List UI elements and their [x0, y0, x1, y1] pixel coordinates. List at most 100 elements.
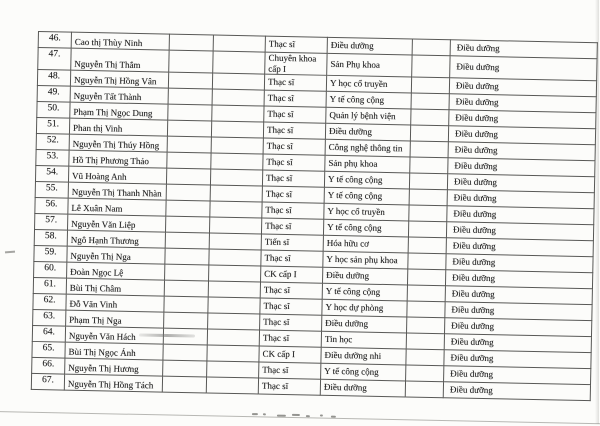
empty-cell — [212, 51, 266, 75]
row-number: 59. — [33, 245, 68, 263]
scanned-sheet: 46. Cao thị Thùy Ninh Thạc sĩ Điều dưỡng Điề… — [31, 31, 598, 401]
training-field: Y tế công cộng — [320, 363, 406, 381]
specialty: Điều dưỡng — [449, 55, 598, 81]
row-number: 46. — [38, 31, 72, 49]
empty-cell — [168, 72, 213, 90]
empty-cell — [211, 105, 265, 123]
degree: Thạc sĩ — [259, 330, 322, 348]
degree: Thạc sĩ — [262, 154, 326, 172]
training-field: Điều dưỡng — [320, 379, 406, 397]
degree: Thạc sĩ — [264, 74, 327, 92]
person-name: Lê Xuân Nam — [67, 198, 167, 217]
training-field: Điều dưỡng — [327, 37, 413, 56]
training-field: Điều dưỡng — [325, 123, 411, 141]
row-number: 48. — [37, 69, 71, 87]
degree: Thạc sĩ — [260, 250, 324, 268]
empty-cell — [167, 136, 212, 153]
empty-cell — [167, 120, 212, 138]
training-field: Y tế công cộng — [324, 171, 410, 189]
empty-cell — [207, 312, 260, 331]
empty-cell — [210, 184, 263, 203]
training-field: Y học cổ truyền — [323, 203, 410, 221]
person-name: Phạm Thị Nga — [65, 310, 164, 329]
degree: Thạc sĩ — [258, 377, 321, 396]
person-name: Bùi Thị Ngọc Ánh — [64, 342, 164, 361]
row-number: 65. — [31, 341, 66, 359]
degree: Thạc sĩ — [258, 362, 321, 380]
degree: Thạc sĩ — [262, 186, 325, 204]
empty-cell — [210, 152, 264, 171]
specialty: Điều dưỡng — [443, 381, 591, 401]
degree: CK cấp I — [260, 266, 323, 284]
empty-cell — [164, 248, 210, 265]
empty-cell — [164, 280, 209, 297]
empty-cell — [407, 284, 446, 302]
person-name: Vũ Hoàng Anh — [68, 166, 167, 185]
empty-cell — [405, 380, 444, 398]
row-number: 47. — [37, 47, 72, 71]
training-field: Điều dưỡng — [321, 315, 407, 333]
empty-cell — [212, 73, 265, 91]
personnel-table: 46. Cao thị Thùy Ninh Thạc sĩ Điều dưỡng Điề… — [31, 31, 598, 401]
person-name: Nguyễn Thị Thanh Nhàn — [68, 182, 167, 201]
degree: Thạc sĩ — [259, 314, 322, 332]
training-field: Y học sản phụ khoa — [322, 251, 409, 269]
empty-cell — [163, 296, 209, 313]
row-number: 56. — [34, 197, 69, 215]
row-number: 51. — [36, 117, 70, 135]
empty-cell — [405, 348, 445, 366]
row-number: 66. — [31, 357, 65, 375]
training-field: Y tế công cộng — [326, 91, 412, 110]
empty-cell — [410, 124, 449, 142]
row-number: 49. — [37, 85, 71, 103]
training-field: Y học cổ truyền — [326, 75, 412, 94]
row-number: 64. — [32, 325, 66, 343]
empty-cell — [168, 50, 214, 74]
empty-cell — [411, 77, 450, 94]
training-field: Y tế công cộng — [323, 219, 409, 237]
empty-cell — [206, 360, 259, 378]
person-name: Nguyễn Tất Thành — [70, 86, 169, 105]
scan-edge-shadow — [595, 0, 599, 424]
empty-cell — [206, 344, 260, 363]
empty-cell — [167, 104, 213, 122]
row-number: 67. — [31, 373, 65, 391]
empty-cell — [162, 376, 207, 393]
training-field: Y tế công cộng — [322, 283, 408, 301]
empty-cell — [211, 137, 264, 155]
empty-cell — [169, 34, 214, 52]
person-name: Ngô Hạnh Thương — [67, 230, 166, 249]
empty-cell — [209, 216, 262, 235]
training-field: Hóa hữu cơ — [323, 235, 409, 253]
empty-cell — [407, 268, 446, 286]
empty-cell — [406, 316, 445, 334]
empty-cell — [406, 300, 446, 318]
person-name: Đoàn Ngọc Lệ — [66, 262, 165, 281]
row-number: 54. — [35, 165, 69, 183]
training-field: Y học dự phòng — [321, 299, 408, 317]
empty-cell — [211, 121, 264, 139]
empty-cell — [412, 39, 451, 56]
row-number: 63. — [32, 309, 66, 327]
degree: Thạc sĩ — [265, 36, 328, 54]
empty-cell — [166, 152, 212, 169]
degree: Thạc sĩ — [261, 218, 324, 236]
empty-cell — [408, 204, 448, 222]
empty-cell — [411, 55, 451, 78]
empty-cell — [162, 360, 207, 377]
empty-cell — [408, 236, 447, 254]
row-number: 58. — [34, 229, 68, 247]
person-name: Nguyễn Thị Thúy Hồng — [69, 134, 168, 153]
row-number: 52. — [36, 133, 70, 151]
empty-cell — [410, 109, 450, 126]
empty-cell — [209, 200, 263, 219]
empty-cell — [207, 328, 260, 347]
empty-cell — [409, 188, 448, 206]
empty-cell — [206, 376, 259, 394]
training-field: Sản Phụ khoa — [326, 53, 413, 78]
empty-cell — [411, 93, 450, 110]
training-field: Điều dưỡng — [322, 267, 408, 285]
training-field: Y tế công cộng — [324, 187, 410, 205]
person-name: Nguyễn Thị Thắm — [70, 48, 170, 73]
person-name: Cao thị Thùy Ninh — [71, 32, 170, 51]
